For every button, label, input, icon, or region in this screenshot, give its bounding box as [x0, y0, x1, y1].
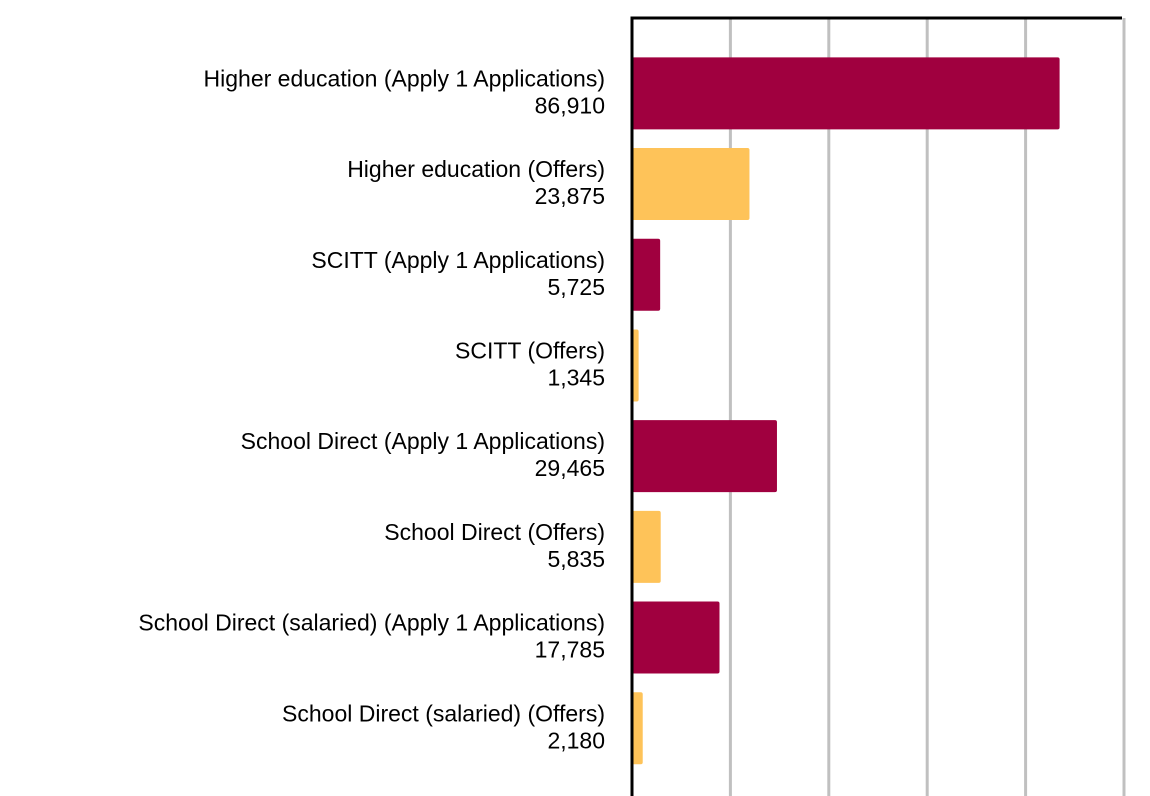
category-label: SCITT (Offers) — [455, 338, 605, 364]
category-label: School Direct (salaried) (Offers) — [282, 700, 605, 726]
value-label: 5,835 — [547, 546, 605, 572]
category-label: SCITT (Apply 1 Applications) — [311, 247, 605, 273]
bar — [632, 238, 661, 311]
bar — [632, 420, 777, 493]
bar — [632, 510, 661, 583]
category-label: Higher education (Apply 1 Applications) — [204, 65, 605, 91]
bar — [632, 329, 639, 402]
value-label: 5,725 — [547, 274, 605, 300]
bar — [632, 148, 750, 221]
bar — [632, 692, 643, 765]
bar — [632, 57, 1060, 130]
bar — [632, 601, 720, 674]
value-label: 17,785 — [535, 637, 605, 663]
category-label: Higher education (Offers) — [347, 156, 605, 182]
value-label: 23,875 — [535, 183, 605, 209]
value-label: 86,910 — [535, 92, 605, 118]
value-label: 1,345 — [547, 365, 605, 391]
value-label: 29,465 — [535, 455, 605, 481]
value-label: 2,180 — [547, 727, 605, 753]
category-label: School Direct (salaried) (Apply 1 Applic… — [138, 610, 605, 636]
category-label: School Direct (Offers) — [384, 519, 605, 545]
category-label: School Direct (Apply 1 Applications) — [241, 428, 605, 454]
